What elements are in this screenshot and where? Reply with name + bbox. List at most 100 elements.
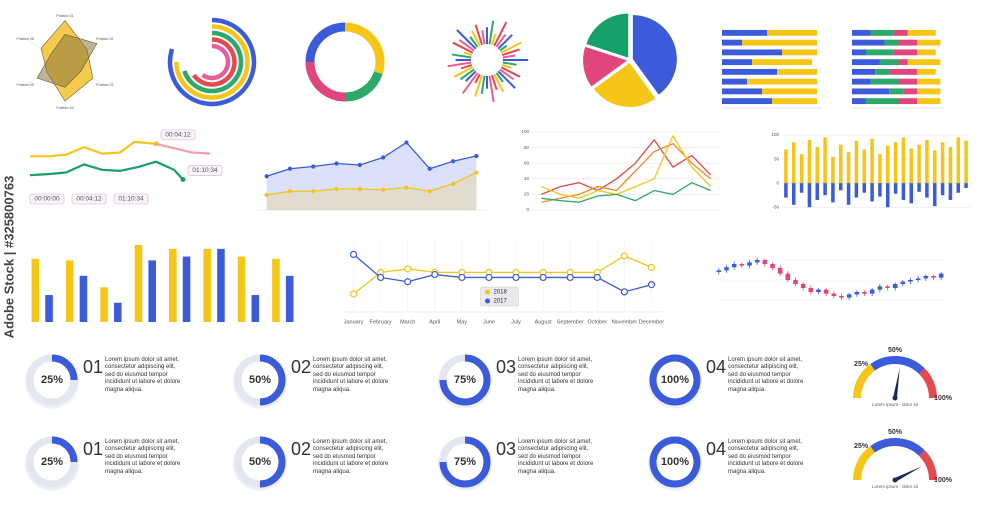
progress-arc	[649, 354, 701, 406]
gauge-band	[870, 438, 925, 457]
step-number: 01	[83, 439, 103, 459]
gauge-needle	[893, 368, 900, 399]
bar	[854, 183, 859, 198]
bar-segment	[852, 68, 876, 75]
progress-arc	[259, 436, 286, 488]
point	[647, 281, 656, 289]
bar-segment	[722, 68, 777, 75]
bar	[823, 183, 827, 196]
x-tick-label: May	[457, 319, 468, 325]
bar-segment	[884, 39, 899, 46]
series-line	[541, 134, 712, 199]
bar	[169, 248, 177, 322]
burst-ray	[493, 21, 508, 47]
bar	[807, 139, 812, 184]
bar	[838, 144, 843, 184]
point	[349, 290, 358, 298]
burst-ray	[500, 41, 522, 54]
series-line	[541, 142, 712, 203]
bar-segment	[917, 78, 941, 85]
bar-segment	[752, 59, 812, 66]
burst-ray	[452, 41, 474, 54]
legend-box	[480, 286, 519, 307]
candle-body	[808, 288, 814, 292]
bar	[114, 302, 122, 322]
candle-body	[923, 276, 929, 279]
watermark: Adobe Stock | #325800763	[1, 176, 16, 339]
burst-ray	[499, 68, 515, 81]
point	[311, 189, 316, 194]
point	[381, 187, 386, 192]
time-label: 01:10:34	[118, 196, 144, 203]
candle-body	[823, 289, 829, 294]
series-line	[29, 160, 184, 181]
bar	[948, 147, 953, 184]
radial-bar	[201, 43, 231, 81]
candle-body	[739, 264, 745, 266]
bar	[791, 183, 796, 205]
burst-ray	[497, 34, 513, 50]
burst-ray	[490, 74, 498, 91]
candle-body	[831, 293, 837, 296]
end-point	[180, 177, 186, 183]
y-tick-label: 0	[526, 207, 529, 212]
burst-ray	[458, 39, 475, 52]
gauge-tick-label: 50%	[888, 429, 903, 436]
point	[458, 273, 466, 282]
x-tick-label: February	[370, 319, 392, 325]
gauge-tick-label: 100%	[934, 477, 953, 484]
burst-ray	[471, 30, 481, 47]
bar	[838, 183, 843, 191]
bar-segment	[917, 68, 936, 75]
step-text: Lorem ipsum dolor sit amet, consectetur …	[105, 357, 181, 393]
y-tick-label: 60	[524, 160, 530, 165]
bar-segment	[722, 39, 742, 46]
burst-ray	[463, 51, 473, 57]
radar-label: Position 01	[56, 14, 73, 18]
step-number: 02	[291, 357, 311, 377]
bar	[846, 151, 851, 184]
progress-label: 75%	[454, 374, 476, 386]
bar	[100, 287, 108, 322]
x-tick-label: January	[344, 319, 364, 325]
candle-body	[777, 268, 783, 274]
point	[287, 166, 293, 171]
pie-slice	[583, 46, 628, 87]
candle-body	[869, 289, 875, 294]
bar-segment	[898, 39, 918, 46]
step-text: Lorem ipsum dolor sit amet, consectetur …	[728, 357, 804, 393]
time-label: 00:00:00	[34, 196, 60, 203]
point	[566, 273, 574, 282]
point	[264, 192, 269, 198]
bar-segment	[722, 29, 767, 36]
point	[474, 170, 479, 175]
point	[427, 189, 432, 194]
candle-body	[731, 264, 737, 268]
bar	[784, 183, 788, 198]
point	[512, 273, 520, 282]
pie-slice	[586, 13, 629, 58]
bar-segment	[879, 59, 899, 66]
area-fill	[266, 142, 477, 210]
point	[474, 153, 479, 159]
bar-segment	[917, 39, 941, 46]
bar	[893, 142, 898, 184]
progress-label: 50%	[249, 374, 271, 386]
bar	[917, 183, 921, 192]
bar-segment	[852, 49, 866, 56]
progress-arc	[51, 436, 78, 463]
point	[357, 162, 362, 168]
y-tick-label: 20	[524, 192, 530, 197]
step-number: 03	[496, 357, 516, 377]
candle-body	[762, 260, 768, 264]
step-number: 04	[706, 357, 726, 377]
bar-segment	[865, 49, 894, 56]
point	[381, 155, 386, 160]
series-line	[30, 140, 157, 158]
progress-label: 25%	[41, 456, 63, 468]
radar-label: Position 03	[96, 83, 113, 87]
time-box	[113, 193, 149, 205]
series-line	[541, 181, 711, 203]
bar	[901, 137, 906, 184]
bar-segment	[893, 29, 908, 36]
